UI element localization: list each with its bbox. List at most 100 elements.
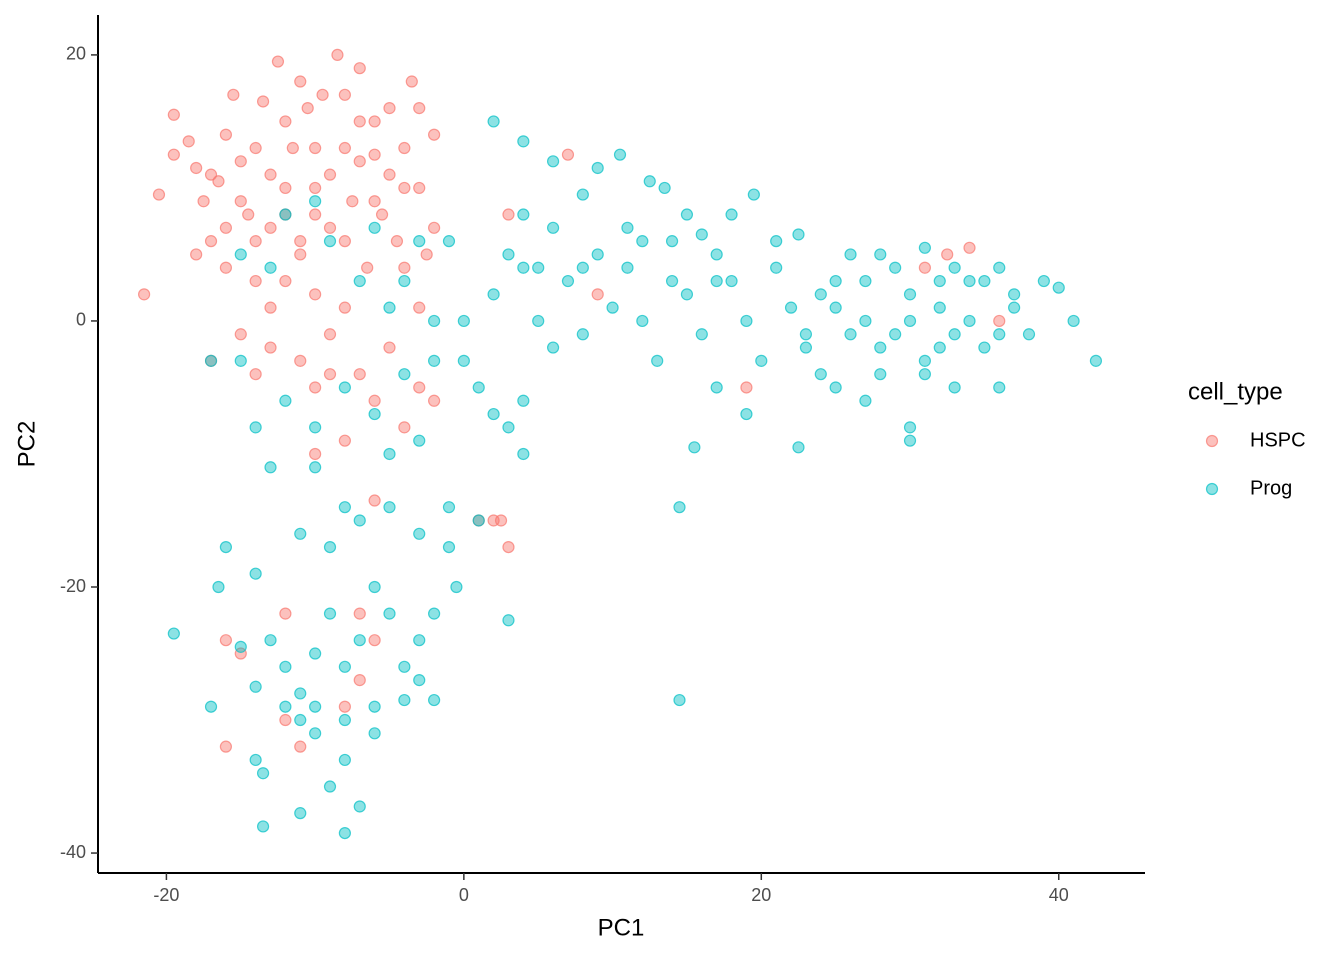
point [532, 314, 545, 328]
point [368, 700, 381, 713]
x-tick-label: -20 [153, 885, 179, 905]
point [576, 188, 589, 201]
point [294, 75, 307, 88]
point [874, 248, 887, 261]
point [933, 301, 946, 314]
point [829, 274, 842, 288]
point [346, 195, 359, 208]
point [740, 381, 753, 394]
point [874, 341, 887, 354]
point [323, 168, 337, 181]
point [353, 115, 366, 128]
point [279, 274, 292, 288]
point [673, 693, 686, 707]
point [502, 248, 515, 261]
point [428, 607, 441, 620]
point [249, 680, 262, 693]
point [249, 753, 262, 767]
point [361, 261, 374, 274]
point [532, 261, 545, 274]
point [561, 274, 575, 288]
point [383, 607, 396, 620]
point [398, 421, 411, 434]
point [338, 501, 351, 514]
point [264, 301, 277, 314]
point [413, 674, 426, 687]
x-tick-label: 0 [459, 885, 469, 905]
point [413, 301, 426, 314]
point [546, 155, 560, 168]
point [398, 261, 411, 274]
point [286, 141, 299, 155]
point [234, 155, 247, 168]
point [331, 48, 344, 62]
point [829, 381, 842, 394]
point [234, 328, 247, 341]
point [294, 527, 307, 540]
point [695, 228, 708, 241]
point [182, 135, 195, 148]
point [338, 434, 351, 447]
point [1052, 281, 1065, 294]
point [457, 314, 470, 328]
point [963, 274, 976, 288]
point [725, 208, 738, 221]
point [309, 208, 322, 221]
point [256, 95, 270, 108]
point [338, 301, 351, 314]
point [770, 235, 783, 248]
point [219, 540, 233, 554]
point [353, 155, 366, 168]
point [903, 288, 917, 301]
legend-key [1205, 482, 1219, 496]
point [963, 314, 976, 328]
point [792, 228, 805, 241]
point [309, 141, 322, 155]
point [829, 301, 842, 314]
point [591, 161, 604, 175]
point [383, 501, 396, 514]
point [420, 248, 433, 261]
point [279, 700, 292, 713]
point [941, 248, 954, 261]
point [234, 647, 247, 660]
point [383, 341, 396, 354]
point [368, 494, 381, 507]
x-axis-title: PC1 [598, 914, 645, 941]
point [249, 235, 262, 248]
point [978, 274, 991, 288]
point [665, 274, 679, 288]
legend-title: cell_type [1188, 378, 1283, 405]
point [933, 274, 946, 288]
point [442, 235, 456, 248]
point [353, 368, 366, 381]
point [673, 501, 686, 514]
point [323, 235, 337, 248]
point [874, 368, 887, 381]
point [204, 235, 218, 248]
point [323, 540, 337, 554]
point [234, 640, 247, 653]
point [375, 208, 389, 221]
point [212, 580, 225, 594]
point [294, 235, 307, 248]
y-axis-title: PC2 [13, 421, 40, 468]
point [918, 261, 931, 274]
point [338, 700, 351, 713]
point [428, 314, 441, 328]
point [279, 713, 292, 727]
point [256, 820, 270, 833]
point [294, 687, 307, 700]
point [294, 807, 307, 820]
point [368, 148, 381, 161]
point [353, 62, 366, 75]
point [264, 634, 277, 647]
point [190, 161, 203, 175]
point [918, 241, 931, 254]
point [368, 727, 381, 740]
point [487, 115, 500, 128]
point [680, 288, 694, 301]
point [613, 148, 627, 161]
point [152, 188, 166, 201]
point [502, 614, 515, 627]
